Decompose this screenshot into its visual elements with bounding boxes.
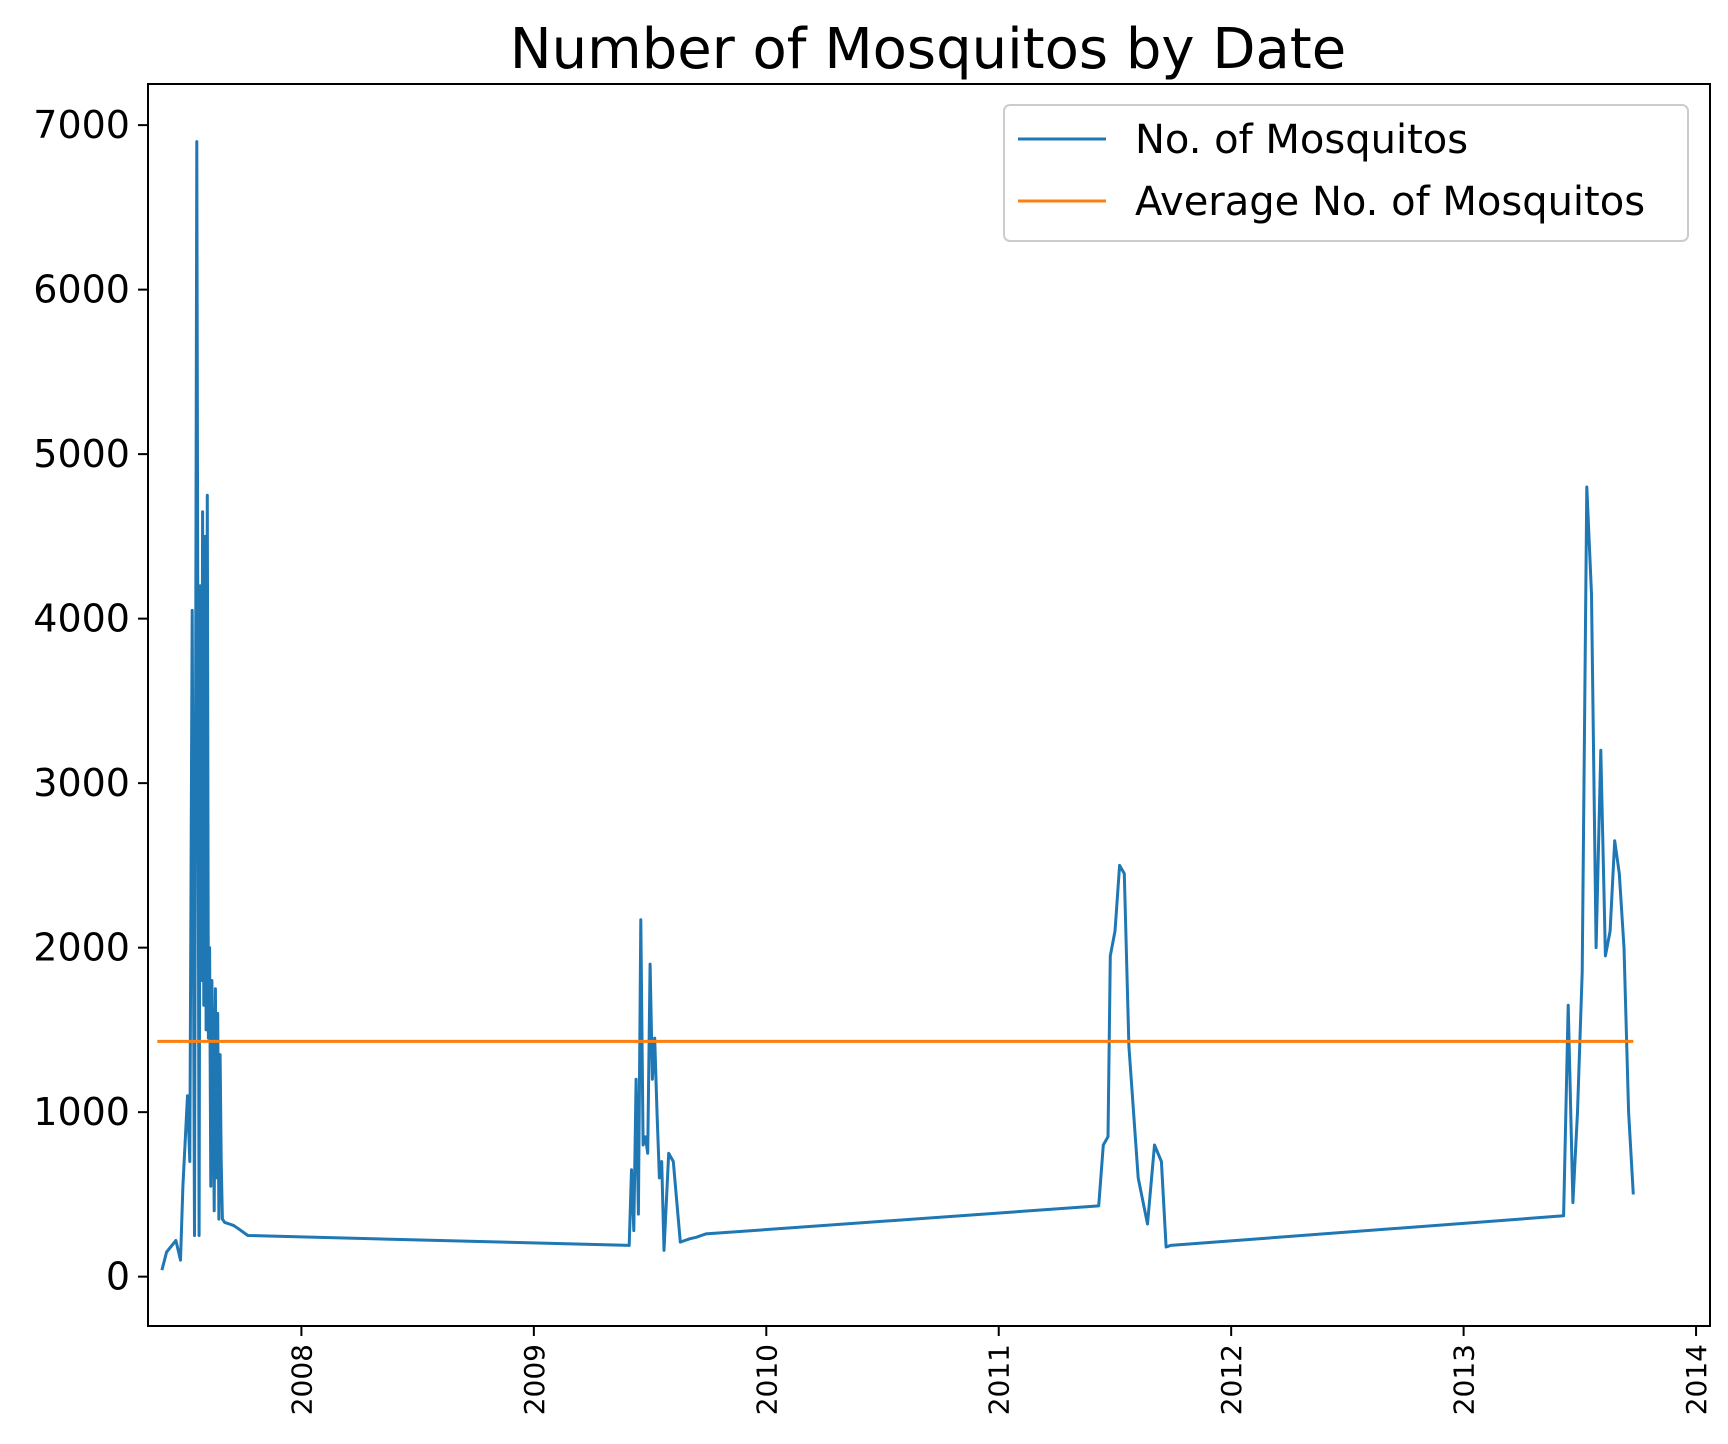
legend-label-average-no-of-mosquitos: Average No. of Mosquitos bbox=[1135, 179, 1645, 225]
plot-area-frame bbox=[147, 83, 1711, 1327]
y-tick-label: 0 bbox=[106, 1255, 130, 1299]
y-axis: 0 1000 2000 3000 4000 5000 6000 7000 bbox=[33, 103, 148, 1299]
y-tick-label: 1000 bbox=[33, 1090, 130, 1134]
y-tick-label: 3000 bbox=[33, 761, 130, 805]
y-tick-label: 6000 bbox=[33, 268, 130, 312]
legend: No. of Mosquitos Average No. of Mosquito… bbox=[1003, 104, 1689, 242]
legend-box bbox=[1003, 104, 1689, 242]
y-tick-label: 4000 bbox=[33, 597, 130, 641]
x-tick-label: 2011 bbox=[983, 1344, 1016, 1415]
x-tick-label: 2012 bbox=[1215, 1344, 1248, 1415]
y-tick-label: 2000 bbox=[33, 926, 130, 970]
chart-title: Number of Mosquitos by Date bbox=[510, 17, 1346, 82]
series-layer bbox=[157, 140, 1635, 1271]
x-tick-label: 2008 bbox=[285, 1344, 318, 1415]
series-line-no-of-mosquitos bbox=[160, 140, 1635, 1271]
x-tick-label: 2010 bbox=[750, 1344, 783, 1415]
x-axis: 2008 2009 2010 2011 2012 2013 2014 bbox=[285, 1326, 1713, 1415]
x-tick-label: 2009 bbox=[518, 1344, 551, 1415]
x-tick-label: 2014 bbox=[1680, 1344, 1713, 1415]
legend-label-no-of-mosquitos: No. of Mosquitos bbox=[1135, 117, 1468, 163]
y-tick-label: 7000 bbox=[33, 103, 130, 147]
y-tick-label: 5000 bbox=[33, 432, 130, 476]
x-tick-label: 2013 bbox=[1448, 1344, 1481, 1415]
